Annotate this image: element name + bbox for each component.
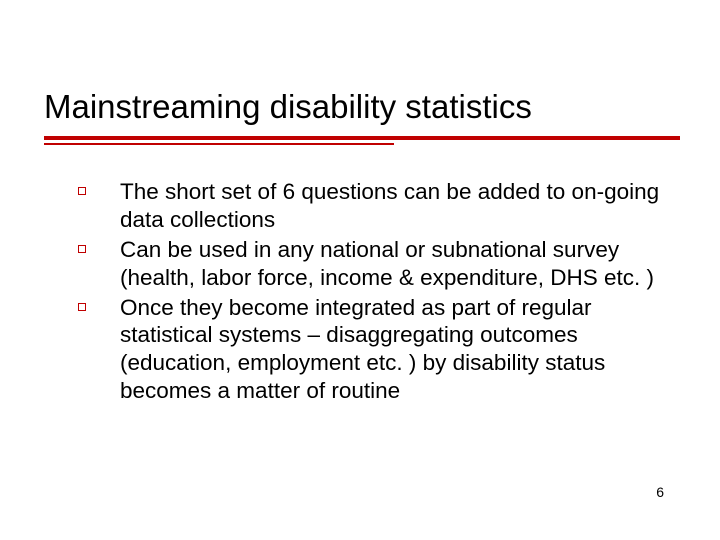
- title-rule-top: [44, 136, 680, 140]
- bullet-text: Can be used in any national or subnation…: [120, 237, 654, 290]
- bullet-list: The short set of 6 questions can be adde…: [74, 178, 674, 405]
- slide: Mainstreaming disability statistics The …: [0, 0, 720, 540]
- bullet-square-icon: [78, 187, 86, 195]
- title-rule-bottom-wrap: [44, 143, 394, 145]
- bullet-text: Once they become integrated as part of r…: [120, 295, 605, 404]
- slide-body: The short set of 6 questions can be adde…: [74, 178, 674, 407]
- list-item: The short set of 6 questions can be adde…: [74, 178, 674, 234]
- bullet-square-icon: [78, 303, 86, 311]
- slide-title: Mainstreaming disability statistics: [44, 88, 684, 126]
- page-number: 6: [656, 484, 664, 500]
- list-item: Can be used in any national or subnation…: [74, 236, 674, 292]
- title-rule-bottom: [44, 143, 394, 145]
- bullet-text: The short set of 6 questions can be adde…: [120, 179, 659, 232]
- bullet-square-icon: [78, 245, 86, 253]
- list-item: Once they become integrated as part of r…: [74, 294, 674, 406]
